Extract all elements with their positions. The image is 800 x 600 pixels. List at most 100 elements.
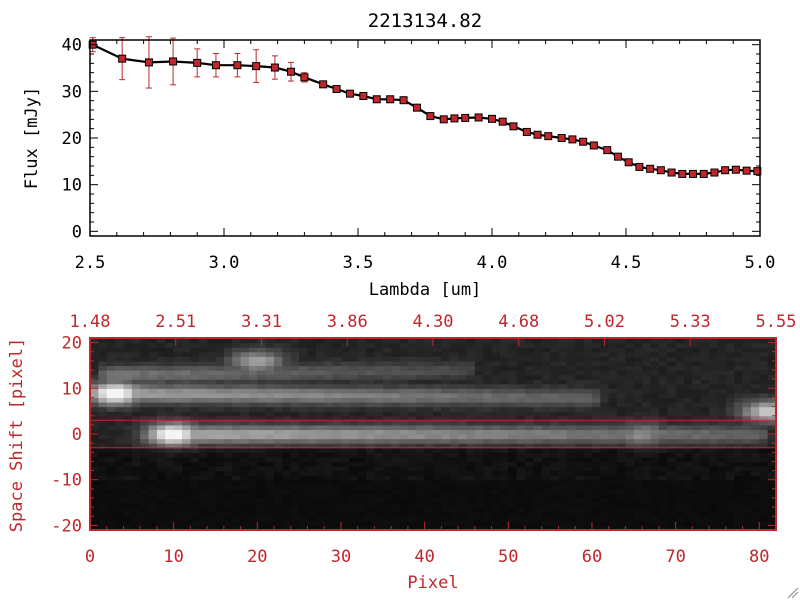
pixel-cell (458, 374, 468, 380)
pixel-cell (156, 479, 166, 485)
pixel-cell (190, 438, 200, 444)
pixel-cell (156, 498, 166, 504)
pixel-cell (416, 424, 426, 431)
pixel-cell (407, 397, 417, 403)
pixel-cell (750, 511, 760, 517)
x-tick-label: 4.5 (611, 253, 642, 273)
pixel-cell (407, 493, 417, 499)
pixel-cell (140, 379, 150, 385)
pixel-cell (441, 342, 451, 348)
pixel-cell (248, 360, 258, 367)
pixel-cell (382, 420, 392, 426)
pixel-cell (299, 507, 309, 513)
pixel-cell (324, 374, 334, 380)
pixel-cell (566, 392, 576, 399)
pixel-cell (583, 383, 593, 389)
pixel-cell (474, 351, 484, 357)
pixel-cell (190, 498, 200, 504)
pixel-cell (750, 434, 760, 440)
pixel-cell (399, 438, 409, 444)
pixel-cell (123, 392, 133, 399)
pixel-cell (148, 498, 158, 504)
pixel-cell (767, 356, 777, 362)
pixel-cell (449, 356, 459, 362)
pixel-cell (307, 507, 317, 513)
pixel-cell (274, 488, 284, 495)
pixel-cell (516, 438, 526, 444)
pixel-cell (324, 479, 334, 485)
resize-grip-icon[interactable] (787, 587, 799, 599)
pixel-cell (324, 502, 334, 508)
pixel-cell (248, 397, 258, 403)
pixel-cell (525, 498, 534, 504)
pixel-cell (466, 493, 476, 499)
pixel-cell (240, 452, 250, 458)
pixel-cell (290, 498, 300, 504)
pixel-cell (499, 424, 509, 431)
pixel-cell (608, 525, 618, 531)
pixel-cell (516, 370, 526, 376)
pixel-cell (156, 447, 166, 453)
pixel-cell (541, 365, 551, 371)
pixel-cell (709, 342, 719, 348)
pixel-cell (625, 338, 635, 344)
pixel-cell (700, 374, 710, 380)
pixel-cell (290, 388, 300, 394)
pixel-cell (232, 452, 242, 458)
pixel-cell (725, 379, 735, 385)
pixel-cell (575, 443, 585, 449)
pixel-cell (541, 470, 551, 476)
pixel-cell (742, 511, 752, 517)
pixel-cell (357, 420, 367, 426)
pixel-cell (198, 402, 208, 408)
pixel-cell (525, 520, 534, 527)
pixel-cell (374, 479, 384, 485)
pixel-cell (349, 420, 359, 426)
pixel-cell (182, 456, 191, 463)
pixel-cell (692, 466, 702, 472)
pixel-cell (617, 342, 627, 348)
pixel-cell (282, 383, 292, 389)
pixel-cell (658, 379, 668, 385)
pixel-cell (742, 452, 752, 458)
pixel-cell (633, 525, 643, 531)
pixel-cell (165, 424, 175, 431)
pixel-cell (207, 470, 217, 476)
pixel-cell (700, 338, 710, 344)
pixel-cell (399, 424, 409, 431)
pixel-cell (140, 475, 150, 481)
pixel-cell (340, 493, 350, 499)
pixel-cell (717, 374, 727, 380)
pixel-cell (140, 370, 150, 376)
pixel-cell (382, 466, 392, 472)
pixel-cell (173, 507, 183, 513)
pixel-cell (131, 525, 141, 531)
pixel-cell (550, 420, 560, 426)
pixel-cell (391, 397, 401, 403)
pixel-cell (106, 525, 116, 531)
pixel-cell (140, 516, 150, 522)
pixel-cell (483, 520, 493, 527)
pixel-cell (140, 388, 150, 394)
pixel-cell (315, 479, 325, 485)
x-axis-label: Lambda [um] (369, 280, 482, 300)
pixel-cell (416, 484, 426, 490)
pixel-cell (90, 338, 99, 344)
extraction-window (90, 419, 776, 449)
pixel-cell (591, 374, 601, 380)
pixel-cell (725, 461, 735, 467)
pixel-cell (240, 402, 250, 408)
pixel-cell (675, 397, 685, 403)
pixel-cell (717, 379, 727, 385)
pixel-cell (516, 502, 526, 508)
pixel-cell (198, 507, 208, 513)
pixel-cell (106, 511, 116, 517)
pixel-cell (608, 434, 618, 440)
pixel-cell (591, 420, 601, 426)
pixel-cell (332, 392, 342, 399)
pixel-cell (550, 424, 560, 431)
pixel-cell (441, 402, 451, 408)
pixel-cell (742, 438, 752, 444)
pixel-cell (290, 351, 300, 357)
pixel-cell (207, 502, 217, 508)
